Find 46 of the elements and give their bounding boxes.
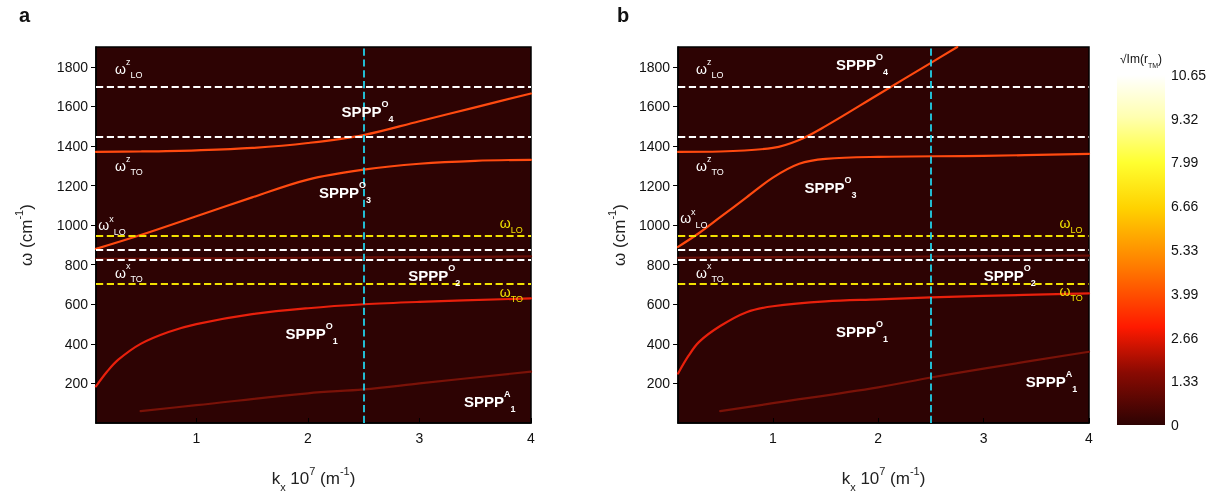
line-series — [94, 158, 533, 250]
line-series — [139, 370, 533, 413]
y-tick-label: 1600 — [638, 98, 671, 115]
color-bar-label: 7.99 — [1171, 154, 1199, 171]
y-axis-title: ω (cm-1) — [605, 204, 629, 266]
y-tick-label: 1000 — [56, 217, 89, 234]
x-tick-label: 1 — [192, 430, 201, 446]
y-tick-label: 200 — [646, 375, 671, 392]
color-bar-label: 5.33 — [1171, 241, 1199, 258]
x-tick-label: 3 — [415, 430, 424, 446]
x-tick-label: 2 — [304, 430, 313, 446]
color-bar-label: 6.66 — [1171, 198, 1199, 215]
color-bar-label: 1.33 — [1171, 373, 1199, 390]
x-tick-label: 4 — [1085, 430, 1094, 446]
y-axis-title: ω (cm-1) — [12, 204, 36, 266]
x-tick-label: 3 — [979, 430, 988, 446]
line-series — [676, 45, 959, 153]
y-tick-label: 1600 — [56, 98, 89, 115]
color-bar-label: 10.65 — [1171, 67, 1207, 83]
x-tick-label: 2 — [874, 430, 883, 446]
x-tick-label: 1 — [768, 430, 777, 446]
chart-title: a — [19, 4, 31, 26]
x-tick-label: 4 — [527, 430, 536, 446]
line-series — [94, 297, 533, 388]
y-tick-label: 1200 — [56, 177, 89, 194]
y-tick-label: 1400 — [638, 137, 671, 154]
y-tick-label: 400 — [64, 335, 89, 352]
color-bar-label: 0 — [1171, 417, 1179, 433]
y-tick-label: 800 — [646, 256, 671, 273]
y-tick-label: 800 — [64, 256, 89, 273]
color-bar-label: 2.66 — [1171, 329, 1199, 346]
y-tick-label: 400 — [646, 335, 671, 352]
color-bar-label: 3.99 — [1171, 285, 1199, 302]
y-tick-label: 600 — [646, 296, 671, 313]
y-tick-label: 200 — [64, 375, 89, 392]
line-series — [94, 92, 533, 153]
line-series — [676, 152, 1091, 248]
y-tick-label: 1200 — [638, 177, 671, 194]
y-tick-label: 1000 — [638, 217, 671, 234]
line-series — [719, 350, 1091, 413]
y-tick-label: 1800 — [56, 58, 89, 75]
y-tick-label: 600 — [64, 296, 89, 313]
y-tick-label: 1800 — [638, 58, 671, 75]
color-bar-label: 9.32 — [1171, 110, 1199, 127]
y-tick-label: 1400 — [56, 137, 89, 154]
chart-title: b — [617, 4, 630, 26]
